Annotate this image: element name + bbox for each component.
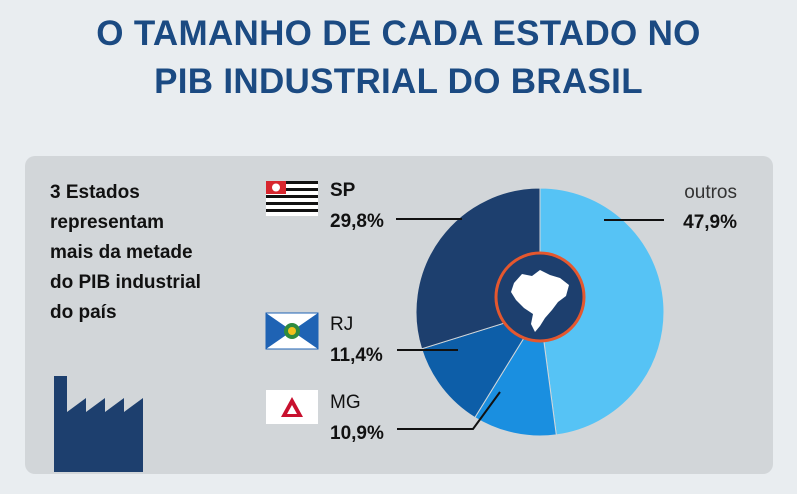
label-mg-value: 10,9% xyxy=(330,423,384,444)
title-line-1: O TAMANHO DE CADA ESTADO NO xyxy=(96,14,701,53)
factory-icon xyxy=(54,376,143,472)
subtitle-line: representam xyxy=(50,212,165,233)
pie-slice-rj xyxy=(420,311,542,419)
pie-slice-mg xyxy=(474,310,557,437)
subtitle-line: do PIB industrial xyxy=(50,272,201,293)
label-sp-value: 29,8% xyxy=(330,211,384,232)
subtitle-line: 3 Estados xyxy=(50,182,140,203)
label-sp-name: SP xyxy=(330,180,356,201)
page-title: O TAMANHO DE CADA ESTADO NO PIB INDUSTRI… xyxy=(0,10,797,106)
leader-line-mg xyxy=(397,391,501,430)
subtitle-line: mais da metade xyxy=(50,242,193,263)
brazil-map-icon xyxy=(511,270,569,332)
leader-lines xyxy=(396,218,664,430)
pie-slices xyxy=(415,187,665,437)
label-outros-name: outros xyxy=(684,182,737,203)
subtitle: 3 Estados representam mais da metade do … xyxy=(50,178,250,328)
center-badge xyxy=(494,251,586,343)
rj-flag-icon xyxy=(265,312,319,350)
label-rj-value: 11,4% xyxy=(330,345,383,366)
label-rj-name: RJ xyxy=(330,314,353,335)
mg-flag-icon xyxy=(266,390,318,424)
label-outros-value: 47,9% xyxy=(683,212,737,233)
subtitle-line: do país xyxy=(50,302,117,323)
sp-flag-icon xyxy=(266,181,318,216)
pie-slice-outros xyxy=(539,187,665,436)
label-mg-name: MG xyxy=(330,392,361,413)
title-line-2: PIB INDUSTRIAL DO BRASIL xyxy=(154,62,643,101)
